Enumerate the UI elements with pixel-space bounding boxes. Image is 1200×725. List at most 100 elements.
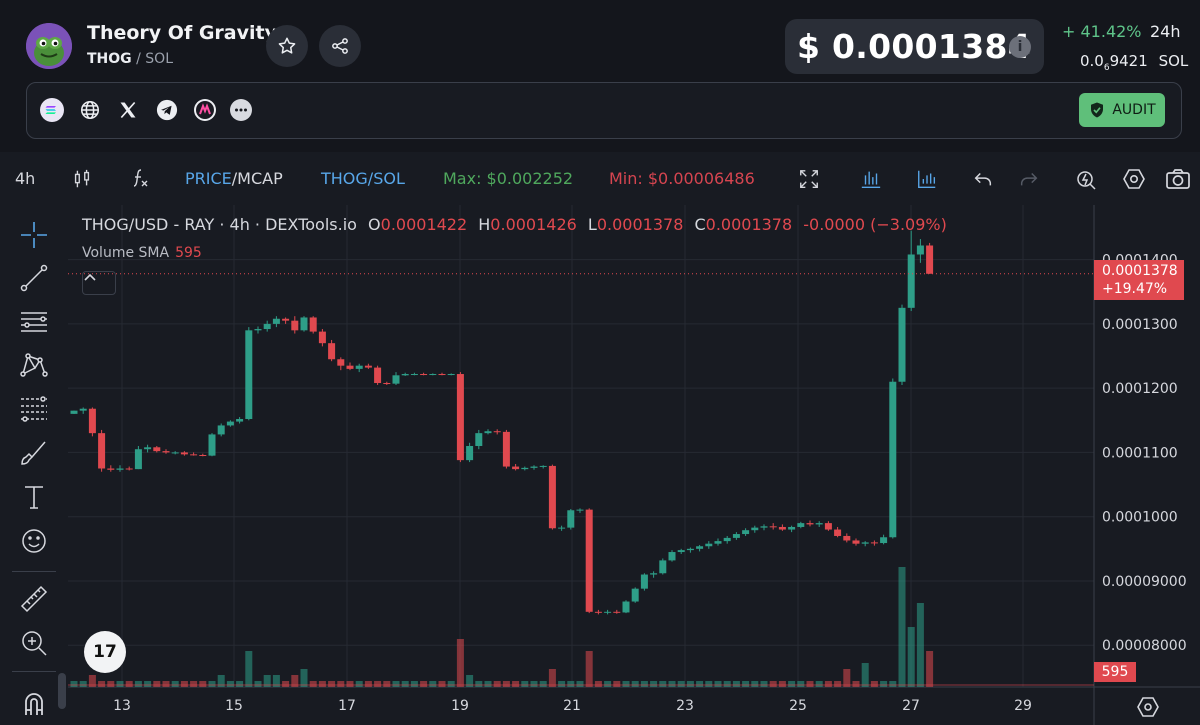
candle-body — [640, 574, 648, 589]
volume-bar — [539, 681, 547, 687]
share-button[interactable] — [319, 25, 361, 67]
volume-bar — [374, 681, 382, 687]
candle-body — [447, 374, 455, 376]
fullscreen-icon[interactable] — [795, 165, 823, 193]
chevron-up-icon — [84, 273, 96, 281]
price-chart[interactable]: 0.00014000.00013000.00012000.00011000.00… — [68, 205, 1200, 725]
volume-bar — [650, 681, 658, 687]
candle-body — [199, 454, 207, 456]
magnet-icon[interactable] — [18, 687, 50, 719]
candle-body — [686, 548, 694, 551]
candle-body — [88, 408, 96, 434]
tools-scroll-handle[interactable] — [58, 673, 66, 709]
y-tick-label: 0.0001300 — [1102, 317, 1178, 333]
bar-chart-icon[interactable] — [913, 165, 941, 193]
audit-button[interactable]: AUDIT — [1079, 93, 1165, 127]
candle-body — [705, 543, 713, 547]
depth-chart-icon[interactable] — [857, 165, 885, 193]
volume-bar — [677, 681, 685, 687]
volume-bar — [502, 681, 510, 687]
candle-body — [300, 317, 308, 331]
volume-bar — [898, 567, 906, 687]
candle-body — [870, 542, 878, 544]
candle-body — [806, 523, 814, 525]
solana-icon[interactable] — [39, 97, 65, 123]
pair-toggle[interactable]: THOG/SOL — [321, 169, 405, 188]
candle-body — [502, 431, 510, 467]
candle-body — [254, 329, 262, 331]
undo-icon[interactable] — [969, 165, 997, 193]
volume-bar — [429, 681, 437, 687]
last-price: 0.0001378 — [1102, 263, 1178, 279]
candle-body — [392, 375, 400, 384]
legend-close-key: C — [694, 215, 706, 234]
fib-retracement-icon[interactable] — [18, 393, 50, 425]
price-sol-prefix: 0.0 — [1080, 52, 1104, 70]
tradingview-logo[interactable]: 17 — [84, 631, 126, 673]
camera-icon[interactable] — [1164, 165, 1192, 193]
max-price: Max: $0.002252 — [443, 169, 574, 188]
price-sol: 0.069421 SOL — [1080, 52, 1188, 73]
settings-hex-icon[interactable] — [1120, 165, 1148, 193]
favorite-button[interactable] — [266, 25, 308, 67]
candle-body — [769, 526, 777, 528]
candle-body — [226, 421, 234, 426]
alert-icon[interactable] — [1073, 165, 1101, 193]
dextools-icon[interactable] — [192, 97, 218, 123]
token-header: Theory Of Gravity THOG / SOL $ 0.0001384… — [0, 0, 1200, 152]
indicators-icon[interactable] — [125, 165, 153, 193]
collapse-legend-button[interactable] — [82, 271, 116, 295]
candle-body — [594, 611, 602, 613]
candle-body — [861, 542, 869, 544]
price-mcap-toggle[interactable]: PRICE/MCAP — [185, 169, 283, 188]
token-pair: THOG / SOL — [87, 51, 173, 67]
volume-bar — [263, 675, 271, 687]
tools-divider-2 — [12, 671, 56, 672]
volume-bar — [834, 681, 842, 687]
volume-bar — [548, 669, 556, 687]
candle-body — [272, 318, 280, 324]
x-twitter-icon[interactable] — [115, 97, 141, 123]
chart-canvas[interactable]: 0.00014000.00013000.00012000.00011000.00… — [68, 205, 1200, 725]
volume-bar — [475, 681, 483, 687]
crosshair-icon[interactable] — [18, 219, 50, 251]
candle-body — [429, 374, 437, 376]
volume-bar — [640, 681, 648, 687]
x-tick-label: 27 — [902, 698, 920, 714]
brush-icon[interactable] — [18, 437, 50, 469]
candles-icon[interactable] — [68, 165, 96, 193]
text-tool-icon[interactable] — [18, 481, 50, 513]
candle-body — [815, 523, 823, 525]
more-icon[interactable] — [228, 97, 254, 123]
volume-bar — [401, 681, 409, 687]
redo-icon[interactable] — [1015, 165, 1043, 193]
horizontal-lines-icon[interactable] — [18, 306, 50, 338]
candle-body — [245, 330, 253, 420]
emoji-icon[interactable] — [18, 525, 50, 557]
candle-body — [751, 527, 759, 531]
candle-body — [153, 447, 161, 452]
volume-bar — [686, 681, 694, 687]
zoom-in-icon[interactable] — [18, 627, 50, 659]
volume-bar — [880, 681, 888, 687]
candle-body — [668, 552, 676, 561]
volume-bar — [456, 639, 464, 687]
volume-bar — [383, 681, 391, 687]
volume-legend: Volume SMA 595 — [82, 245, 202, 261]
legend-close: 0.0001378 — [705, 215, 793, 234]
volume-bar — [199, 681, 207, 687]
volume-bar — [668, 681, 676, 687]
volume-bar — [162, 681, 170, 687]
volume-bar — [916, 603, 924, 687]
telegram-icon[interactable] — [154, 97, 180, 123]
ruler-icon[interactable] — [18, 583, 50, 615]
trendline-icon[interactable] — [18, 262, 50, 294]
volume-bar — [328, 681, 336, 687]
candle-body — [180, 452, 188, 455]
globe-icon[interactable] — [77, 97, 103, 123]
volume-bar — [622, 681, 630, 687]
axis-settings-icon[interactable] — [1136, 695, 1160, 719]
info-icon[interactable]: i — [1009, 36, 1031, 58]
interval-selector[interactable]: 4h — [15, 169, 36, 188]
pattern-icon[interactable] — [18, 349, 50, 381]
